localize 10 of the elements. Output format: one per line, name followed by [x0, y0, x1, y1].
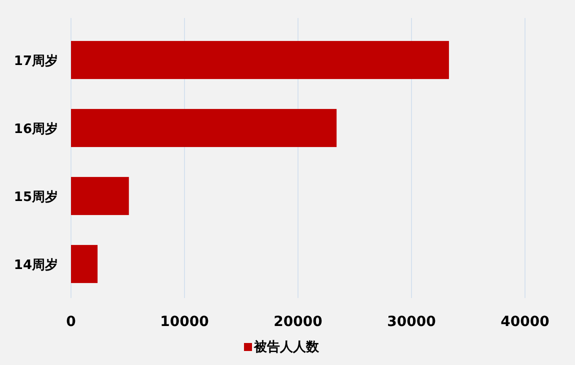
x-tick-label: 20000 [274, 314, 323, 330]
x-tick-label: 10000 [160, 314, 210, 330]
x-tick-label: 0 [66, 314, 76, 330]
y-tick-label: 15周岁 [14, 190, 58, 205]
y-tick-label: 17周岁 [14, 54, 58, 69]
x-tick-label: 30000 [387, 314, 436, 330]
y-tick-label: 16周岁 [14, 122, 58, 137]
y-tick-label: 14周岁 [14, 258, 58, 273]
legend-label: 被告人人数 [253, 339, 320, 355]
x-tick-label: 40000 [500, 314, 550, 330]
